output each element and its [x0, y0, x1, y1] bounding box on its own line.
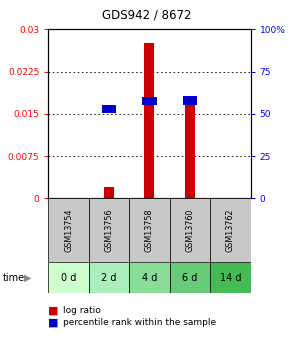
Text: 4 d: 4 d: [142, 273, 157, 283]
Text: time: time: [3, 273, 25, 283]
Text: GDS942 / 8672: GDS942 / 8672: [102, 9, 191, 22]
Text: GSM13756: GSM13756: [105, 208, 113, 252]
Text: ▶: ▶: [24, 273, 32, 283]
Bar: [89, 198, 129, 262]
Bar: [170, 262, 210, 293]
Bar: [104, 187, 114, 198]
Text: 0 d: 0 d: [61, 273, 76, 283]
Text: ■: ■: [48, 318, 59, 327]
Bar: [129, 262, 170, 293]
Bar: [144, 43, 154, 198]
Bar: [129, 198, 170, 262]
Text: 6 d: 6 d: [182, 273, 197, 283]
Bar: [89, 262, 129, 293]
Text: ■: ■: [48, 306, 59, 315]
Bar: [102, 105, 116, 113]
Text: GSM13754: GSM13754: [64, 208, 73, 252]
Bar: [142, 97, 157, 105]
Text: GSM13760: GSM13760: [185, 209, 194, 252]
Bar: [210, 262, 251, 293]
Text: GSM13762: GSM13762: [226, 208, 235, 252]
Bar: [210, 198, 251, 262]
Bar: [183, 96, 197, 105]
Text: GSM13758: GSM13758: [145, 208, 154, 252]
Bar: [48, 262, 89, 293]
Text: 2 d: 2 d: [101, 273, 117, 283]
Text: 14 d: 14 d: [219, 273, 241, 283]
Bar: [170, 198, 210, 262]
Bar: [185, 102, 195, 198]
Bar: [48, 198, 89, 262]
Text: percentile rank within the sample: percentile rank within the sample: [63, 318, 216, 327]
Text: log ratio: log ratio: [63, 306, 101, 315]
